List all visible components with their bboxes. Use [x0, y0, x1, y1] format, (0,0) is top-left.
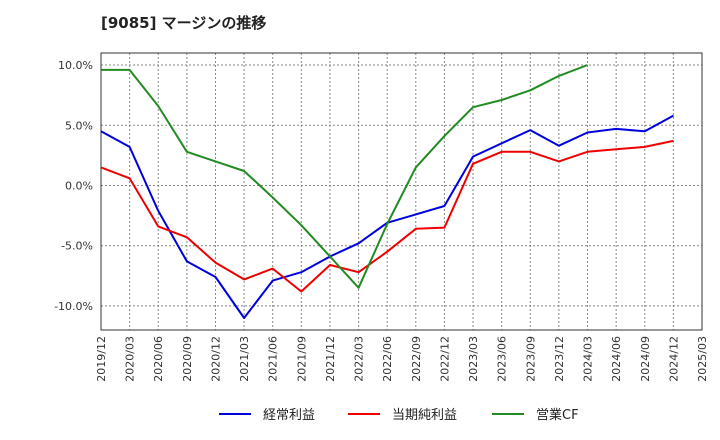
x-tick-label: 2022/09	[410, 336, 423, 382]
series-line-3	[101, 64, 588, 289]
y-tick-label: 10.0%	[58, 59, 93, 72]
x-tick-label: 2025/03	[696, 336, 709, 382]
y-tick-label: -10.0%	[54, 300, 93, 313]
y-tick-label: -5.0%	[61, 240, 93, 253]
x-tick-label: 2022/12	[438, 336, 451, 382]
x-tick-label: 2021/12	[324, 336, 337, 382]
x-tick-label: 2021/09	[295, 336, 308, 382]
x-tick-label: 2024/03	[582, 336, 595, 382]
x-tick-label: 2024/06	[610, 336, 623, 382]
y-tick-label: 0.0%	[65, 179, 93, 192]
series-line-2	[100, 139, 674, 293]
x-tick-label: 2023/12	[553, 336, 566, 382]
x-tick-label: 2021/03	[238, 336, 251, 382]
legend-label-1: 経常利益	[263, 408, 315, 423]
x-tick-label: 2020/09	[181, 336, 194, 382]
x-tick-label: 2022/03	[353, 336, 366, 382]
x-tick-label: 2024/09	[639, 336, 652, 382]
plot-frame	[100, 52, 703, 331]
x-tick-label: 2023/03	[467, 336, 480, 382]
y-tick-label: 5.0%	[65, 119, 93, 132]
x-tick-label: 2022/06	[381, 336, 394, 382]
x-tick-label: 2019/12	[95, 336, 108, 382]
x-tick-label: 2024/12	[667, 336, 680, 382]
x-tick-label: 2023/09	[524, 336, 537, 382]
chart-title: [9085] マージンの推移	[101, 14, 267, 32]
x-tick-label: 2021/06	[267, 336, 280, 382]
x-tick-label: 2020/06	[152, 336, 165, 382]
plot-area	[101, 53, 702, 330]
legend-label-2: 当期純利益	[392, 408, 457, 423]
legend-label-3: 営業CF	[536, 407, 579, 423]
x-tick-label: 2020/03	[124, 336, 137, 382]
x-tick-label: 2023/06	[496, 336, 509, 382]
x-tick-label: 2020/12	[209, 336, 222, 382]
